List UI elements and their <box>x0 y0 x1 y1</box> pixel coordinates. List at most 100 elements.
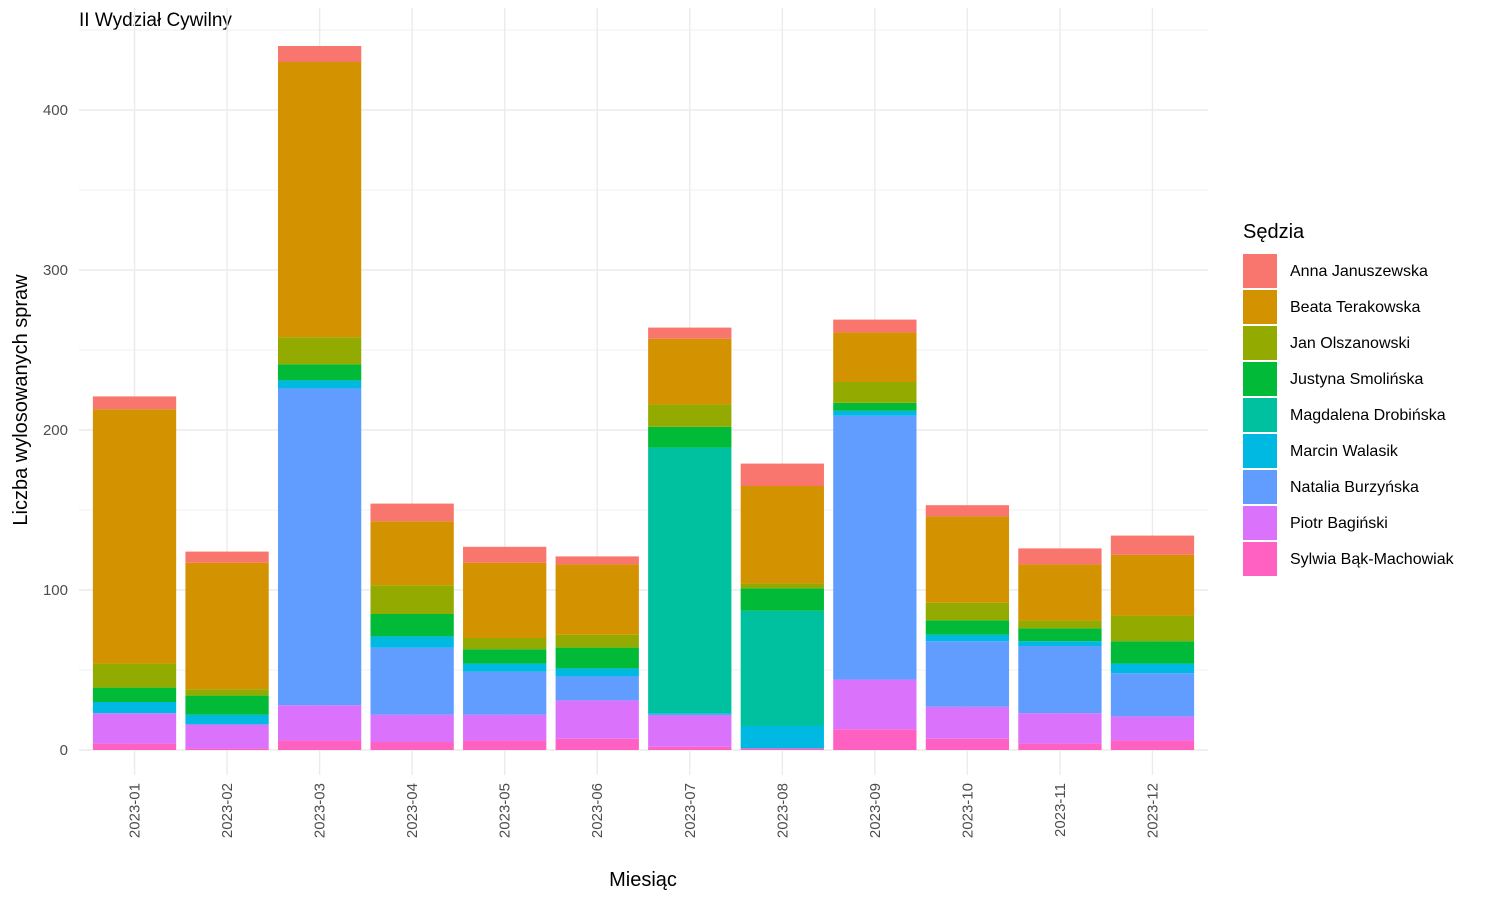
bar-segment <box>1110 740 1195 750</box>
legend-swatch <box>1243 470 1277 504</box>
bar-segment <box>1018 628 1102 642</box>
x-tick-label: 2023-05 <box>497 783 514 838</box>
bars <box>92 46 1195 750</box>
bar-segment <box>555 647 639 669</box>
bar-segment <box>555 700 639 739</box>
x-tick-label: 2023-07 <box>682 783 699 838</box>
bar-segment <box>740 583 824 589</box>
chart-title: II Wydział Cywilny <box>79 10 232 31</box>
bar-segment <box>370 614 454 637</box>
y-tick-label: 300 <box>43 262 68 279</box>
bar-segment <box>925 706 1010 739</box>
bar-segment <box>185 724 269 749</box>
bar-segment <box>648 714 732 747</box>
bar-segment <box>370 742 454 750</box>
legend-label: Marcin Walasik <box>1290 443 1399 460</box>
bar-segment <box>1110 554 1195 616</box>
legend-swatch <box>1243 506 1277 540</box>
bar-segment <box>277 705 362 741</box>
y-tick-label: 400 <box>43 102 68 119</box>
bar-segment <box>92 409 177 664</box>
bar-segment <box>1110 615 1195 642</box>
legend-items: Anna Januszewska Beata Terakowska Jan Olsz… <box>1243 254 1455 576</box>
bar-segment <box>92 702 177 714</box>
bar-segment <box>1110 535 1195 555</box>
bar-segment <box>1018 548 1102 565</box>
bar-segment <box>740 463 824 486</box>
legend-label: Magdalena Drobińska <box>1290 407 1446 424</box>
y-tick-label: 100 <box>43 582 68 599</box>
bar-segment <box>833 679 917 730</box>
bar-segment <box>185 562 269 690</box>
bar-segment <box>740 486 824 584</box>
bar-segment <box>277 364 362 381</box>
bar-segment <box>925 516 1010 603</box>
bar-segment <box>463 740 547 750</box>
bar-segment <box>648 327 732 339</box>
y-axis-title: Liczba wylosowanych spraw <box>10 274 32 526</box>
x-axis-ticks: 2023-01 2023-02 2023-03 2023-04 2023-05 2023-… <box>127 783 1162 838</box>
bar-segment <box>370 503 454 522</box>
bar-segment <box>740 726 824 749</box>
bar-segment <box>833 382 917 403</box>
bar-segment <box>463 663 547 672</box>
bar-segment <box>1018 564 1102 621</box>
legend-swatch <box>1243 290 1277 324</box>
bar-segment <box>1018 743 1102 750</box>
bar-segment <box>925 505 1010 517</box>
bar-segment <box>648 338 732 405</box>
bar-segment <box>555 676 639 701</box>
legend-title: Sędzia <box>1243 221 1305 243</box>
x-axis-title: Miesiąc <box>609 869 677 891</box>
x-tick-label: 2023-06 <box>589 783 606 838</box>
legend-label: Anna Januszewska <box>1290 263 1428 280</box>
bar-segment <box>463 714 547 741</box>
bar-segment <box>92 687 177 702</box>
x-tick-label: 2023-10 <box>959 783 976 838</box>
bar-segment <box>925 738 1010 750</box>
bar-segment <box>463 638 547 650</box>
bar-segment <box>648 447 732 714</box>
legend-label: Sylwia Bąk-Machowiak <box>1290 551 1455 568</box>
bar-segment <box>370 585 454 614</box>
bar-segment <box>185 695 269 715</box>
bar-segment <box>1110 673 1195 717</box>
bar-segment <box>185 551 269 563</box>
bar-segment <box>648 404 732 427</box>
legend: Sędzia Anna Januszewska Beata Terakowska J… <box>1243 221 1455 576</box>
bar-segment <box>555 738 639 750</box>
legend-label: Beata Terakowska <box>1290 299 1421 316</box>
bar-segment <box>555 668 639 677</box>
x-tick-label: 2023-02 <box>219 783 236 838</box>
x-tick-label: 2023-11 <box>1052 783 1069 837</box>
bar-segment <box>1018 641 1102 646</box>
bar-segment <box>648 426 732 448</box>
bar-segment <box>925 641 1010 707</box>
bar-segment <box>648 713 732 715</box>
x-tick-label: 2023-08 <box>774 783 791 838</box>
legend-label: Natalia Burzyńska <box>1290 479 1419 496</box>
bar-segment <box>92 663 177 688</box>
legend-swatch <box>1243 362 1277 396</box>
bar-segment <box>1018 713 1102 744</box>
bar-segment <box>277 62 362 338</box>
bar-segment <box>370 714 454 742</box>
legend-label: Justyna Smolińska <box>1290 371 1423 388</box>
bar-segment <box>925 602 1010 621</box>
x-tick-label: 2023-03 <box>312 783 329 838</box>
bar-segment <box>1018 646 1102 714</box>
bar-segment <box>370 521 454 586</box>
x-tick-label: 2023-01 <box>127 783 144 838</box>
legend-swatch <box>1243 542 1277 576</box>
bar-segment <box>277 740 362 750</box>
bar-segment <box>185 714 269 725</box>
bar-segment <box>1110 716 1195 741</box>
legend-swatch <box>1243 434 1277 468</box>
bar-segment <box>277 46 362 62</box>
bar-segment <box>740 588 824 611</box>
bar-segment <box>833 402 917 411</box>
legend-label: Piotr Bagiński <box>1290 515 1388 532</box>
bar-segment <box>1110 641 1195 664</box>
x-tick-label: 2023-09 <box>867 783 884 838</box>
